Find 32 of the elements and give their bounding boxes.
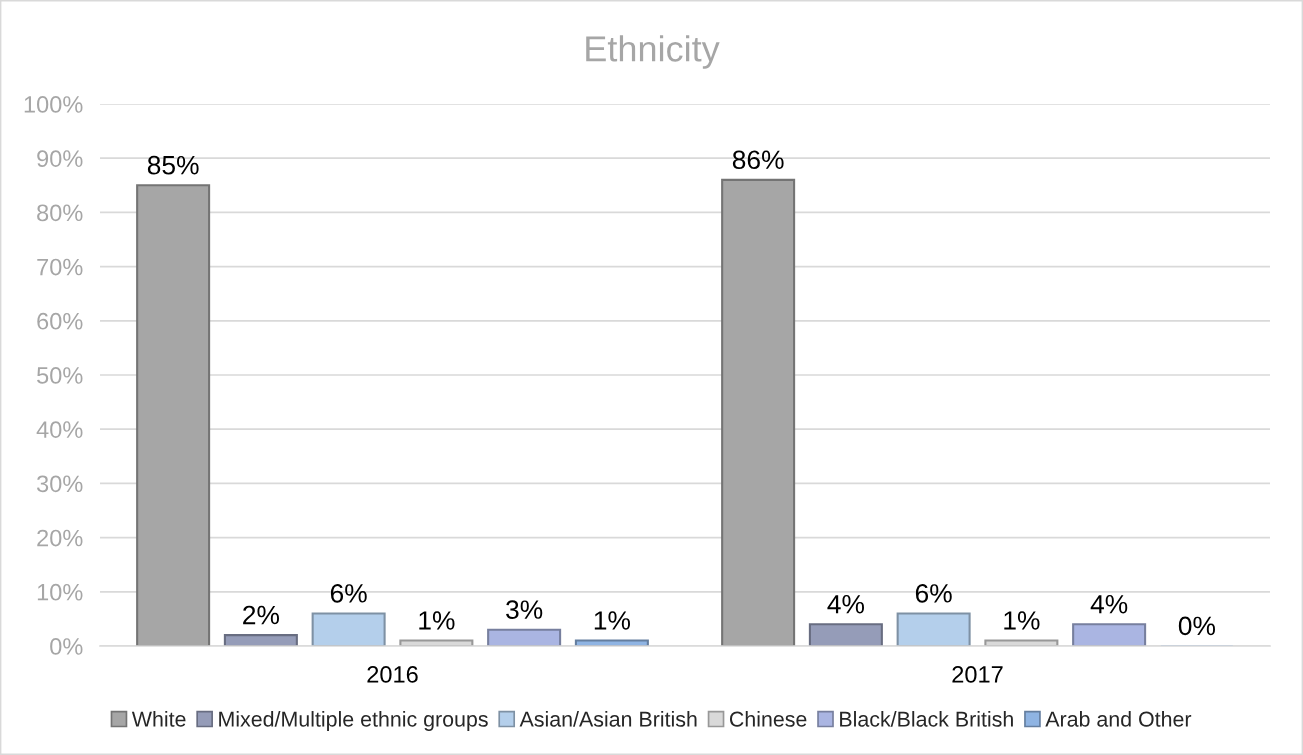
legend-label: White <box>131 711 186 727</box>
x-tick-label: 2017 <box>952 666 1003 683</box>
data-label: 2% <box>243 605 280 625</box>
legend-label: Mixed/Multiple ethnic groups <box>219 711 488 731</box>
data-label: 1% <box>1004 611 1040 630</box>
y-tick-label: 50% <box>37 367 83 384</box>
legend-label: Black/Black British <box>840 711 1013 727</box>
y-tick-label: 20% <box>37 529 83 547</box>
data-label: 6% <box>915 584 952 603</box>
y-tick-label: 80% <box>37 204 83 222</box>
y-tick-label: 90% <box>37 150 83 167</box>
legend-label: Asian/Asian British <box>519 711 697 727</box>
y-tick-label: 70% <box>37 258 83 276</box>
data-label: 4% <box>827 594 865 614</box>
data-label: 3% <box>506 600 543 619</box>
data-label: 1% <box>419 611 455 630</box>
data-label: 1% <box>594 611 631 630</box>
data-label: 4% <box>1090 594 1128 614</box>
y-tick-label: 0% <box>50 638 83 655</box>
y-tick-label: 10% <box>37 583 83 601</box>
data-label: 6% <box>330 584 367 603</box>
y-tick-label: 100% <box>24 96 83 113</box>
legend-label: Chinese <box>729 711 807 727</box>
chart-title: Ethnicity <box>586 35 720 69</box>
data-label: 0% <box>1178 616 1216 636</box>
y-tick-label: 60% <box>37 312 83 330</box>
y-tick-label: 40% <box>36 421 83 438</box>
data-label: 85% <box>147 155 199 175</box>
data-label: 86% <box>732 150 784 170</box>
x-tick-label: 2016 <box>367 666 418 683</box>
legend-label: Arab and Other <box>1045 711 1192 727</box>
y-tick-label: 30% <box>36 475 83 493</box>
